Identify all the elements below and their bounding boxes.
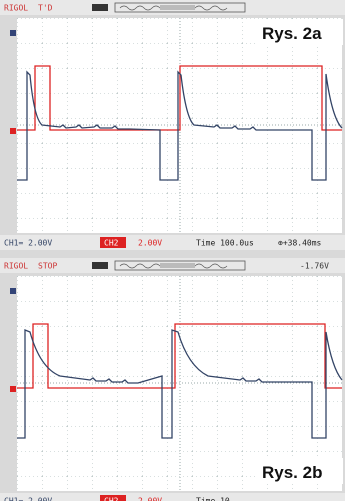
timeline-window — [160, 5, 195, 10]
brand: RIGOL — [4, 4, 28, 13]
ch2-scale: 2.00V — [138, 239, 162, 248]
ch2-name: CH2 — [104, 239, 119, 248]
screens: RIGOL T'D Rys. 2a CH1= 2.00V CH2 2.00V Time 10… — [0, 0, 345, 501]
timebase: Time 10 — [196, 497, 230, 501]
scope-panel: RIGOL STOP -1.76V Rys. 2b CH1= 2.00V CH2 2.00V… — [0, 258, 345, 501]
ch1-scale: CH1= 2.00V — [4, 239, 52, 248]
status: STOP — [38, 262, 57, 271]
scope-panel: RIGOL T'D Rys. 2a CH1= 2.00V CH2 2.00V Time 10… — [0, 0, 345, 250]
status: T'D — [38, 4, 53, 13]
trigger-level: -1.76V — [300, 262, 329, 271]
ch-marker — [10, 386, 16, 392]
figure-label: Rys. 2b — [262, 463, 322, 482]
timeline-window — [160, 263, 195, 268]
time-offset: ⊕+38.40ms — [278, 239, 322, 248]
ch2-name: CH2 — [104, 497, 119, 501]
ch1-scale: CH1= 2.00V — [4, 497, 52, 501]
brand: RIGOL — [4, 262, 28, 271]
memory-icon — [92, 262, 108, 269]
page: {"panels": [ {"brand": "RIGOL", "status"… — [0, 0, 345, 501]
ch1-marker — [10, 30, 16, 36]
memory-icon — [92, 4, 108, 11]
figure-label: Rys. 2a — [262, 24, 322, 43]
timebase: Time 100.0us — [196, 239, 254, 248]
ch-marker — [10, 128, 16, 134]
ch1-marker — [10, 288, 16, 294]
ch2-scale: 2.00V — [138, 497, 162, 501]
